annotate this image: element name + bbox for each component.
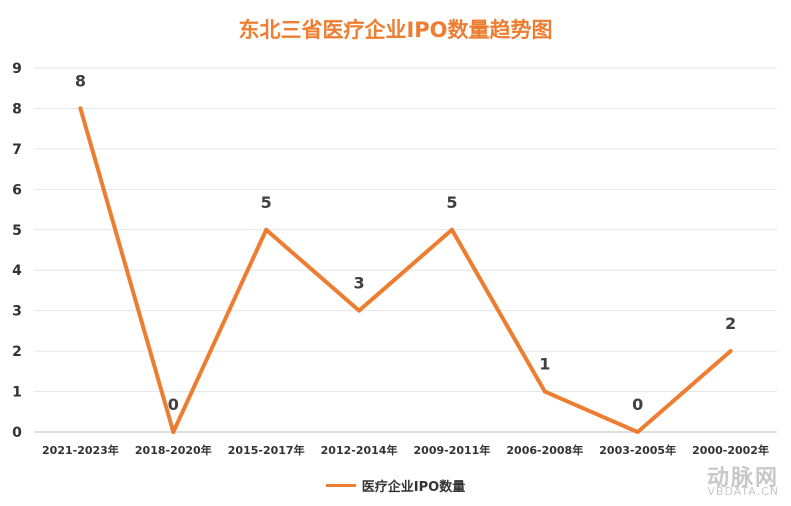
data-label: 5: [261, 193, 272, 212]
watermark: 动脉网 VBDATA.CN: [609, 458, 779, 498]
data-label: 5: [446, 193, 457, 212]
data-point: [728, 349, 733, 354]
series-layer: [78, 106, 733, 434]
watermark-url: VBDATA.CN: [707, 485, 779, 498]
data-point: [449, 227, 454, 232]
legend-label: 医疗企业IPO数量: [361, 480, 466, 495]
x-tick-label: 2000-2002年: [692, 443, 769, 457]
data-point: [171, 430, 176, 434]
y-tick-label: 2: [12, 344, 22, 360]
grid-layer: [34, 67, 777, 433]
chart-title: 东北三省医疗企业IPO数量趋势图: [238, 18, 553, 42]
x-tick-label: 2006-2008年: [506, 443, 583, 457]
data-point: [635, 430, 640, 434]
y-tick-label: 5: [12, 223, 22, 239]
x-tick-label: 2003-2005年: [599, 443, 676, 457]
data-point: [357, 308, 362, 313]
y-tick-label: 9: [12, 61, 22, 77]
axis-layer: 0 1 2 3 4 5 6 7 8 9 2021-2023年 2018-2020年 2015-2017年…: [12, 61, 769, 457]
y-tick-label: 4: [12, 263, 22, 279]
data-label: 0: [168, 395, 179, 414]
y-tick-label: 0: [12, 425, 22, 441]
y-tick-label: 7: [12, 142, 22, 158]
x-tick-label: 2021-2023年: [42, 443, 119, 457]
watermark-text: 动脉网: [706, 466, 779, 491]
legend: 医疗企业IPO数量: [0, 476, 791, 495]
y-tick-label: 6: [12, 182, 22, 198]
x-tick-label: 2018-2020年: [135, 443, 212, 457]
data-label: 0: [632, 395, 643, 414]
y-tick-label: 3: [12, 304, 22, 320]
data-label: 1: [539, 355, 550, 374]
data-label: 2: [725, 314, 736, 333]
x-tick-label: 2012-2014年: [321, 443, 398, 457]
data-point: [542, 389, 547, 394]
data-point: [78, 106, 83, 111]
data-label: 8: [75, 71, 86, 90]
x-tick-label: 2015-2017年: [228, 443, 305, 457]
label-layer: 8 0 5 3 5 1 0 2: [75, 71, 736, 414]
y-tick-label: 1: [12, 385, 22, 401]
x-tick-label: 2009-2011年: [414, 443, 491, 457]
data-point: [264, 227, 269, 232]
y-tick-label: 8: [12, 101, 22, 117]
series-line: [78, 106, 733, 434]
data-label: 3: [353, 274, 364, 293]
legend-swatch: [325, 484, 356, 487]
